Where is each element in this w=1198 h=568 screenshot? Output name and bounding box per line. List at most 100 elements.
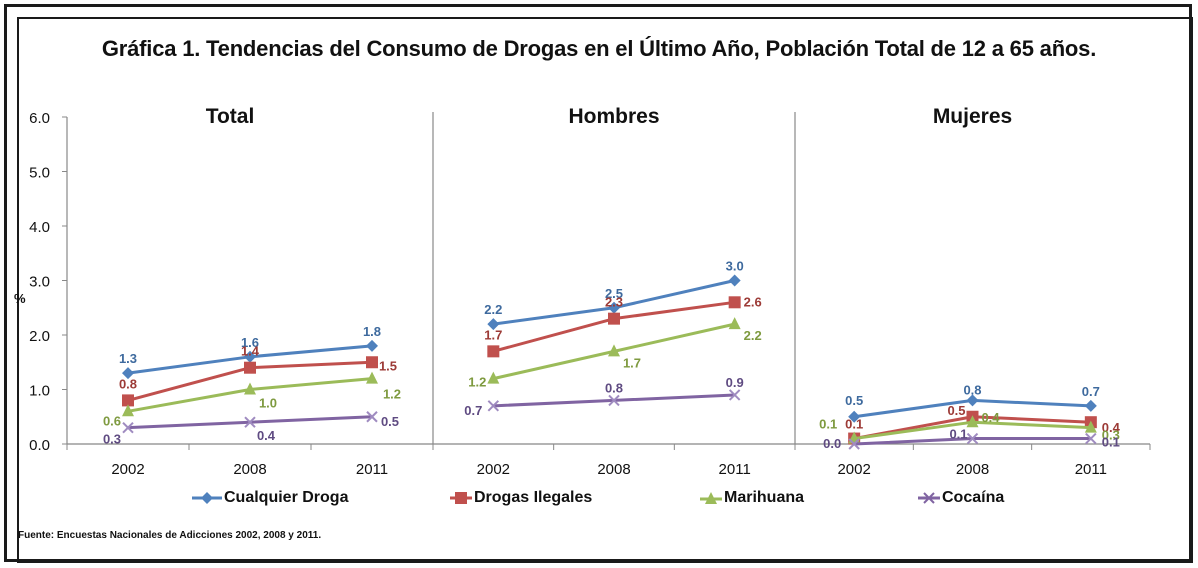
panel-title: Mujeres — [933, 105, 1012, 128]
x-tick-label: 2002 — [111, 461, 144, 478]
data-label: 0.8 — [119, 376, 137, 391]
chart-title: Gráfica 1. Tendencias del Consumo de Dro… — [101, 36, 1097, 61]
y-axis-label: % — [14, 291, 26, 306]
data-point-x — [244, 416, 256, 428]
data-label: 2.2 — [744, 328, 762, 343]
data-point-triangle — [122, 404, 134, 417]
data-label: 1.2 — [383, 387, 401, 402]
data-point-square — [122, 394, 134, 407]
x-tick-label: 2002 — [477, 461, 510, 478]
x-tick-label: 2011 — [1075, 461, 1107, 478]
data-point-x — [728, 389, 741, 401]
data-point-triangle — [244, 382, 256, 395]
data-point-triangle — [608, 344, 620, 357]
data-label: 0.1 — [819, 417, 837, 432]
panel-title: Total — [206, 105, 255, 128]
data-label: 0.4 — [981, 410, 1000, 425]
legend-item-drogas-ilegales: Drogas Ilegales — [450, 486, 592, 510]
y-tick-label: 3.0 — [29, 274, 50, 291]
data-label: 0.5 — [845, 393, 863, 408]
data-label: 1.8 — [363, 324, 381, 339]
data-point-x — [122, 421, 134, 434]
data-label: 1.3 — [119, 351, 137, 366]
x-tick-label: 2008 — [956, 461, 989, 478]
data-label: 0.5 — [381, 414, 399, 429]
data-label: 0.7 — [464, 403, 482, 418]
data-point-triangle — [966, 415, 979, 428]
y-tick-label: 6.0 — [29, 110, 50, 127]
data-label: 1.5 — [379, 358, 397, 373]
data-point-triangle — [487, 371, 500, 384]
data-label: 0.4 — [1102, 420, 1121, 435]
data-label: 1.7 — [623, 355, 641, 370]
legend-item-cocaina: Cocaína — [918, 486, 1004, 510]
outer-frame — [4, 4, 1193, 563]
data-label: 0.0 — [823, 436, 841, 451]
y-tick-label: 1.0 — [29, 383, 50, 400]
data-label: 0.7 — [1082, 384, 1100, 399]
x-tick-label: 2011 — [356, 461, 388, 478]
data-point-x — [487, 400, 500, 412]
data-point-diamond — [1084, 399, 1097, 412]
data-label: 0.8 — [963, 382, 981, 397]
panel-title: Hombres — [568, 105, 659, 128]
data-point-diamond — [244, 350, 256, 363]
data-point-x — [366, 411, 378, 423]
legend-label: Cualquier Droga — [224, 489, 349, 506]
x-tick-label: 2002 — [837, 461, 870, 478]
data-point-square — [366, 356, 378, 369]
data-point-square — [487, 345, 500, 358]
y-tick-label: 0.0 — [29, 437, 50, 454]
data-point-diamond — [608, 301, 620, 314]
data-label: 1.7 — [484, 327, 502, 342]
data-point-square — [608, 312, 620, 325]
data-label: 0.1 — [949, 427, 967, 442]
data-label: 0.8 — [605, 380, 623, 395]
legend-label: Marihuana — [724, 489, 805, 506]
legend-item-marihuana: Marihuana — [700, 486, 804, 510]
x-tick-label: 2011 — [719, 461, 751, 478]
data-point-x — [1085, 432, 1097, 445]
y-tick-label: 4.0 — [29, 219, 50, 236]
legend-label: Cocaína — [942, 489, 1005, 506]
data-point-x — [608, 394, 620, 407]
data-label: 0.1 — [845, 417, 863, 432]
legend-marker-x-icon — [918, 492, 940, 504]
data-point-square — [244, 361, 256, 374]
data-label: 2.5 — [605, 286, 623, 301]
data-point-triangle — [366, 371, 378, 384]
data-point-diamond — [728, 274, 741, 287]
legend-marker-triangle-icon — [700, 492, 722, 504]
data-label: 0.3 — [103, 432, 121, 447]
data-label: 2.2 — [484, 302, 502, 317]
legend-item-cualquier-droga: Cualquier Droga — [192, 486, 348, 510]
legend-marker-diamond-icon — [192, 492, 222, 504]
source-note: Fuente: Encuestas Nacionales de Adiccion… — [18, 530, 322, 541]
data-point-diamond — [966, 394, 979, 407]
data-point-diamond — [487, 318, 500, 331]
legend-label: Drogas Ilegales — [474, 489, 593, 506]
data-point-x — [966, 432, 979, 445]
data-point-triangle — [728, 317, 741, 330]
data-label: 0.6 — [103, 413, 121, 428]
data-point-diamond — [848, 410, 861, 423]
data-label: 0.4 — [257, 428, 276, 443]
data-label: 2.3 — [605, 295, 623, 310]
data-label: 0.5 — [947, 403, 965, 418]
data-label: 2.6 — [744, 294, 762, 309]
data-point-x — [848, 438, 860, 450]
data-label: 1.2 — [468, 375, 486, 390]
x-tick-label: 2008 — [233, 461, 266, 478]
data-label: 0.1 — [1102, 435, 1120, 450]
y-tick-label: 2.0 — [29, 328, 50, 345]
x-tick-label: 2008 — [597, 461, 630, 478]
data-label: 1.6 — [241, 335, 259, 350]
data-point-diamond — [366, 339, 378, 352]
legend-marker-square-icon — [450, 492, 472, 504]
data-point-square — [728, 296, 741, 309]
data-point-diamond — [122, 367, 134, 380]
data-label: 1.0 — [259, 396, 277, 411]
data-label: 1.4 — [241, 344, 260, 359]
data-label: 0.9 — [726, 375, 744, 390]
